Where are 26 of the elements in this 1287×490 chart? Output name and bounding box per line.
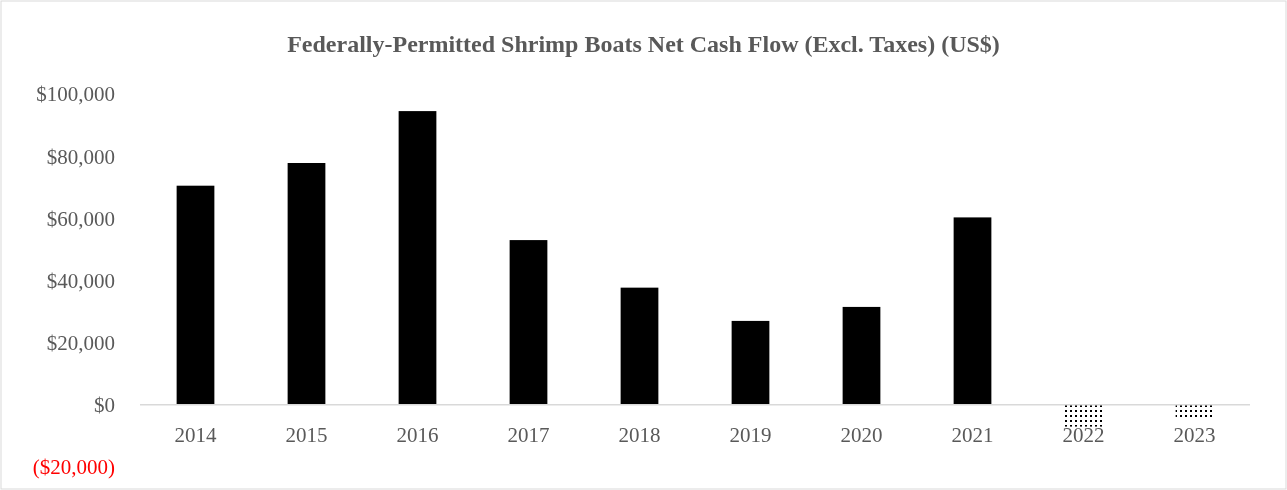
x-tick-label: 2015: [285, 422, 328, 447]
bar: [842, 306, 881, 405]
chart-title: Federally-Permitted Shrimp Boats Net Cash Flow (Excl. Taxes) (US$): [287, 31, 1000, 57]
y-tick-label: $100,000: [36, 82, 115, 107]
bar: [176, 185, 215, 405]
x-tick-label: 2023: [1173, 422, 1216, 447]
x-tick-label: 2016: [396, 422, 439, 447]
bar: [398, 111, 437, 405]
x-tick-label: 2014: [174, 422, 217, 447]
bar: [953, 217, 992, 405]
y-tick-label: ($20,000): [32, 455, 115, 480]
x-tick-label: 2020: [840, 422, 883, 447]
x-tick-label: 2017: [507, 422, 550, 447]
y-tick-label: $80,000: [46, 144, 115, 169]
x-tick-label: 2018: [618, 422, 661, 447]
x-tick-label: 2022: [1062, 422, 1105, 447]
x-tick-label: 2019: [729, 422, 772, 447]
y-tick-label: $40,000: [46, 268, 115, 293]
y-tick-label: $20,000: [46, 331, 115, 356]
bar: [731, 320, 770, 405]
bar: [509, 240, 548, 405]
bar: [287, 163, 326, 405]
y-tick-label: $0: [94, 393, 115, 418]
x-tick-label: 2021: [951, 422, 994, 447]
y-tick-label: $60,000: [46, 206, 115, 231]
bar: [620, 287, 659, 405]
